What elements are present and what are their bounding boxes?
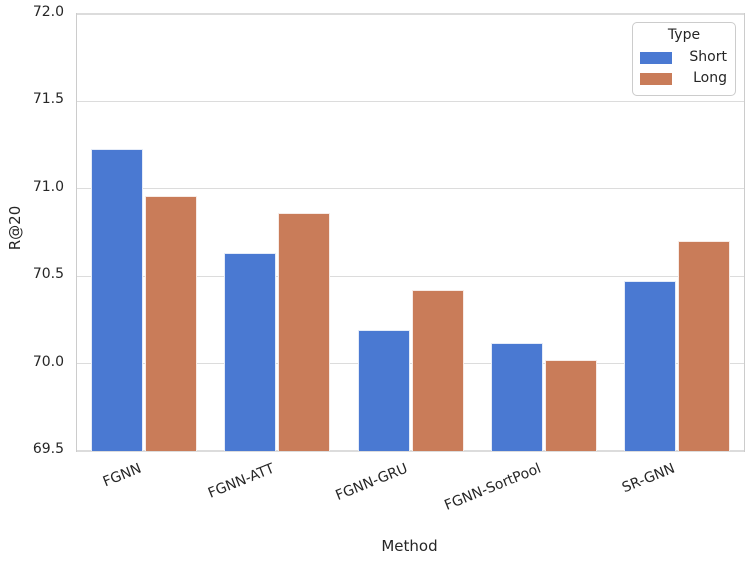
bar-long-fgnn-att: [278, 213, 331, 451]
legend-title: Type: [667, 27, 701, 43]
x-tick-label: FGNN: [100, 460, 144, 491]
legend: Type Short Long: [632, 22, 736, 96]
long-series-swatch-icon: [640, 72, 672, 85]
bar-long-sr-gnn: [678, 241, 731, 451]
bar-short-fgnn-gru: [357, 330, 410, 451]
y-tick-label: 70.5: [32, 266, 64, 283]
y-tick-label: 71.5: [32, 91, 64, 108]
x-tick-label: FGNN-SortPool: [442, 460, 544, 514]
x-tick-label: FGNN-GRU: [333, 460, 411, 505]
gridline: [77, 13, 744, 15]
gridline: [77, 450, 744, 452]
x-tick-label: FGNN-ATT: [206, 460, 277, 502]
bar-long-fgnn: [144, 195, 197, 451]
bar-short-fgnn-att: [224, 253, 277, 451]
short-series-swatch-icon: [640, 51, 672, 64]
bar-short-sr-gnn: [624, 281, 677, 451]
gridline: [77, 188, 744, 190]
gridline: [77, 100, 744, 103]
x-axis-label: Method: [381, 537, 438, 555]
bar-short-fgnn-sortpool: [490, 342, 543, 451]
gridline: [77, 362, 744, 365]
legend-entry-short: Short: [633, 47, 735, 68]
bar-long-fgnn-gru: [411, 290, 464, 451]
y-tick-label: 70.0: [32, 353, 64, 370]
x-tick-label: SR-GNN: [619, 460, 678, 497]
y-tick-label: 72.0: [32, 4, 64, 20]
legend-entry-long: Long: [633, 68, 735, 89]
legend-label-short: Short: [689, 49, 727, 65]
bar-long-fgnn-sortpool: [544, 360, 597, 451]
bar-short-fgnn: [90, 148, 143, 451]
y-tick-label: 71.0: [32, 178, 64, 195]
y-tick-label: 69.5: [32, 441, 64, 457]
legend-label-long: Long: [693, 70, 727, 86]
gridline: [77, 275, 744, 277]
y-axis-label: R@20: [6, 205, 24, 251]
